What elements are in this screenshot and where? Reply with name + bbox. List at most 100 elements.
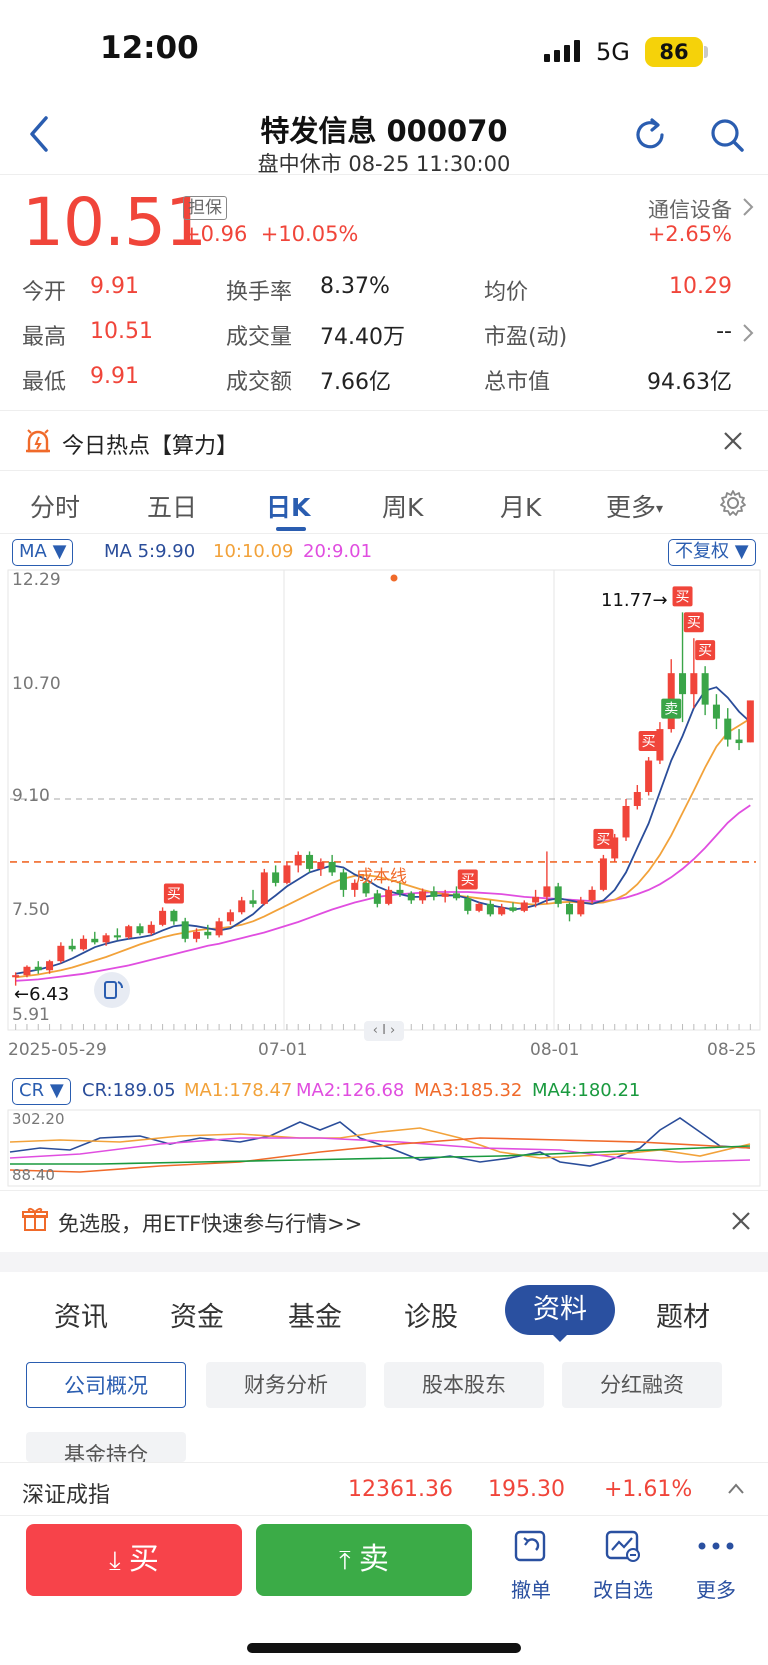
subtab-company-overview[interactable]: 公司概况 — [26, 1362, 186, 1408]
tab-news[interactable]: 资讯 — [54, 1302, 108, 1333]
candle — [396, 882, 404, 897]
rotate-screen-icon[interactable] — [94, 972, 130, 1008]
signal-icon — [544, 40, 586, 62]
candle — [68, 938, 76, 952]
stat-high-value: 10.51 — [90, 319, 153, 344]
cr-line — [9, 1117, 751, 1167]
buy-button[interactable]: ⤓ 买 — [26, 1524, 242, 1596]
edit-watchlist-label[interactable]: 改自选 — [593, 1578, 653, 1602]
candle — [238, 896, 246, 915]
sell-signal-marker: 卖 — [661, 698, 682, 719]
sector-change: +2.65% — [647, 222, 732, 246]
max-price-marker: 11.77→ — [601, 590, 668, 611]
tab-more-label: 更多 — [606, 493, 657, 522]
x-label: 08-01 — [530, 1040, 580, 1060]
active-tab-indicator — [276, 527, 306, 531]
cancel-order-icon[interactable] — [512, 1528, 548, 1564]
subtab-fund-holdings[interactable]: 基金持仓 — [26, 1432, 186, 1462]
svg-text:买: 买 — [698, 643, 712, 659]
stat-pe-value: -- — [716, 319, 732, 344]
candle — [317, 858, 325, 876]
moving-averages — [15, 686, 751, 982]
candle — [464, 895, 472, 915]
stat-pe-label: 市盈(动) — [484, 325, 568, 350]
chevron-up-icon[interactable] — [726, 1479, 746, 1499]
tab-five-day[interactable]: 五日 — [147, 493, 198, 522]
subtab-financial-analysis[interactable]: 财务分析 — [206, 1362, 366, 1408]
candle — [339, 868, 347, 897]
adjust-select-label: 不复权 — [675, 541, 729, 562]
stat-mcap-value: 94.63亿 — [647, 370, 732, 395]
change-amount: +0.96 — [183, 222, 248, 246]
svg-text:买: 买 — [676, 589, 690, 605]
chart-scroll-handle[interactable]: ‹ I › — [364, 1021, 404, 1041]
sector-link[interactable]: 通信设备 — [648, 194, 732, 224]
close-icon[interactable] — [722, 430, 744, 452]
more-label[interactable]: 更多 — [696, 1578, 736, 1602]
y-tick-label: 9.10 — [12, 786, 50, 806]
cr-indicator-select[interactable]: CR ▼ — [12, 1078, 71, 1105]
y-tick-label: 12.29 — [12, 570, 61, 590]
cancel-order-label[interactable]: 撤单 — [511, 1578, 551, 1602]
header-divider — [0, 174, 768, 175]
buy-icon: ⤓ — [109, 1546, 129, 1576]
home-indicator — [247, 1643, 521, 1653]
candle — [486, 900, 494, 917]
buy-signal-marker: 买 — [593, 828, 614, 849]
buy-signal-marker: 买 — [457, 869, 478, 890]
tab-monthly-k[interactable]: 月K — [500, 493, 542, 522]
back-button[interactable] — [24, 114, 54, 154]
search-icon[interactable] — [708, 116, 746, 154]
tab-theme[interactable]: 题材 — [656, 1302, 710, 1333]
promo-banner-text[interactable]: 免选股，用ETF快速参与行情>> — [58, 1212, 363, 1236]
sell-label: 卖 — [358, 1542, 389, 1577]
section-spacer — [0, 1252, 768, 1272]
index-ticker-bar[interactable]: 深证成指 12361.36 195.30 +1.61% — [0, 1462, 768, 1516]
tab-diagnosis[interactable]: 诊股 — [404, 1302, 458, 1333]
active-tab-pointer — [552, 1334, 568, 1342]
stat-avg-value: 10.29 — [669, 274, 732, 299]
ma5-line — [15, 686, 751, 975]
cr-indicator-label: CR — [19, 1080, 45, 1101]
candle — [57, 942, 65, 964]
gift-icon — [22, 1206, 48, 1232]
subtab-dividends[interactable]: 分红融资 — [562, 1362, 722, 1408]
svg-text:卖: 卖 — [664, 702, 678, 718]
hot-topic-text[interactable]: 今日热点【算力】 — [62, 434, 239, 459]
hot-alarm-icon — [24, 426, 52, 454]
sell-button[interactable]: ⤒ 卖 — [256, 1524, 472, 1596]
tab-weekly-k[interactable]: 周K — [382, 493, 424, 522]
svg-text:买: 买 — [642, 734, 656, 750]
subtab-shareholders[interactable]: 股本股东 — [384, 1362, 544, 1408]
cr-chart[interactable] — [0, 1108, 768, 1188]
candle — [622, 799, 630, 841]
pe-chevron-icon[interactable] — [741, 322, 755, 344]
settings-gear-icon[interactable] — [718, 488, 748, 518]
close-promo-icon[interactable] — [730, 1210, 752, 1232]
tab-daily-k[interactable]: 日K — [266, 493, 311, 522]
tab-funds-flow[interactable]: 资金 — [170, 1302, 224, 1333]
candle — [192, 928, 201, 943]
indicator-select[interactable]: MA ▼ — [12, 539, 74, 566]
adjust-select[interactable]: 不复权 ▼ — [668, 539, 756, 566]
tab-profile[interactable]: 资料 — [505, 1285, 615, 1335]
stat-volume-value: 74.40万 — [320, 325, 405, 350]
tab-fund[interactable]: 基金 — [288, 1302, 342, 1333]
x-tick-row — [15, 1024, 751, 1030]
candle — [260, 868, 268, 906]
cr-ma3-line — [9, 1137, 751, 1173]
candle — [565, 902, 574, 922]
tab-more[interactable]: 更多▾ — [606, 488, 663, 524]
tab-intraday[interactable]: 分时 — [30, 493, 81, 522]
stat-low-label: 最低 — [22, 370, 67, 395]
more-dots-icon[interactable] — [696, 1536, 736, 1556]
candle — [373, 889, 381, 908]
candle — [12, 972, 20, 986]
svg-text:买: 买 — [461, 872, 475, 888]
refresh-icon[interactable] — [631, 116, 669, 154]
stat-turnover-value: 8.37% — [320, 274, 390, 299]
buy-signal-marker: 买 — [163, 883, 184, 904]
candle — [181, 917, 189, 943]
edit-watchlist-icon[interactable] — [604, 1528, 642, 1564]
